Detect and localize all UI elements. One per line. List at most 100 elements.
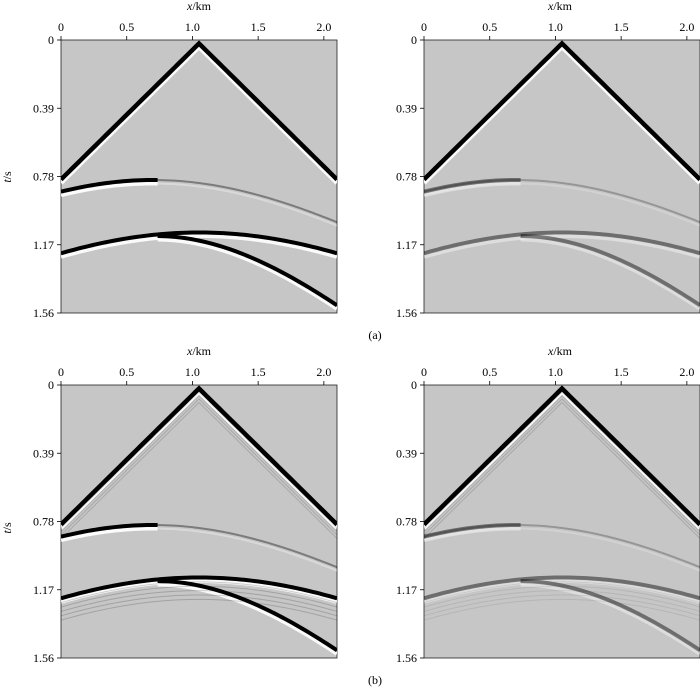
ringing-line (424, 590, 700, 612)
y-axis-title-b: t/s (0, 522, 14, 534)
y-tick-label: 1.56 (396, 651, 417, 665)
y-tick-label: 0.39 (396, 446, 417, 460)
x-tick-label: 0.5 (119, 365, 134, 379)
x-tick-label: 1.5 (614, 365, 629, 379)
reflection-1-light (424, 181, 521, 198)
ringing-line (424, 598, 700, 621)
reflection-1-dark (61, 177, 158, 194)
axes-layer: 0 0.5 1.0 1.5 2.0 0 0.39 0.78 1.17 1.56 0 0.5 1.0 1.5… (33, 20, 694, 665)
x-tick-label: 0.5 (119, 20, 134, 34)
x-tick-label: 0.5 (482, 20, 497, 34)
diffraction-light (157, 237, 337, 311)
reflection-2-light (424, 578, 700, 604)
ringing-line (61, 590, 337, 612)
ringing-line (424, 594, 700, 617)
diffraction-light (520, 582, 700, 656)
reflection-1-tail-dark (424, 178, 700, 224)
ringing-line (61, 394, 337, 532)
x-tick-label: 0 (58, 20, 64, 34)
reflection-2-dark (424, 575, 700, 601)
y-axis-title-a: t/s (0, 171, 14, 183)
panel-a-left (60, 39, 338, 314)
y-tick-label: 1.17 (33, 238, 54, 252)
direct-wave-light (61, 388, 337, 530)
ringing-line (424, 394, 700, 532)
reflection-1-tail-dark (424, 523, 700, 569)
direct-wave-light (424, 43, 700, 185)
diffraction-light (520, 237, 700, 311)
y-tick-label: 1.56 (396, 306, 417, 320)
y-tick-label: 0.78 (396, 170, 417, 184)
ringing-line (61, 581, 337, 604)
direct-wave-dark (61, 385, 337, 527)
ringing-line (61, 598, 337, 621)
x-tick-label: 1.0 (185, 365, 200, 379)
reflection-1-light (61, 526, 158, 543)
caption-b: (b) (368, 673, 382, 687)
y-tick-label: 0.78 (33, 515, 54, 529)
diffraction-dark (520, 234, 700, 308)
reflection-1-light (424, 526, 521, 543)
panel-b-left (60, 384, 338, 659)
x-tick-label: 0 (421, 365, 427, 379)
reflection-1-tail-light (61, 182, 337, 227)
diffraction-dark (520, 579, 700, 653)
direct-wave-light (61, 43, 337, 185)
ringing-line (61, 594, 337, 617)
ringing-line (424, 391, 700, 529)
y-tick-label: 1.56 (33, 651, 54, 665)
ringing-line (61, 401, 337, 539)
reflection-1-tail-dark (61, 178, 337, 224)
ringing-line (424, 401, 700, 539)
reflection-1-tail-light (61, 527, 337, 572)
x-axis-title-b-right: x/km (547, 344, 573, 358)
reflection-1-light (61, 181, 158, 198)
x-axis-title-a-right: x/km (547, 0, 573, 13)
seismic-events (61, 40, 337, 311)
panel-b-right (423, 384, 700, 659)
ringing-line (61, 585, 337, 608)
direct-wave-dark (61, 40, 337, 182)
x-tick-label: 2.0 (679, 20, 694, 34)
y-tick-label: 1.17 (396, 583, 417, 597)
ringing-line (424, 581, 700, 604)
direct-wave-light (424, 388, 700, 530)
y-tick-label: 1.17 (396, 238, 417, 252)
ringing-line (61, 398, 337, 536)
reflection-2-light (424, 233, 700, 259)
x-axis-title-a-left: x/km (186, 0, 212, 13)
x-tick-label: 1.5 (251, 20, 266, 34)
y-tick-label: 0 (48, 33, 54, 47)
ringing-line (424, 398, 700, 536)
y-tick-label: 0.39 (33, 101, 54, 115)
x-tick-label: 2.0 (316, 365, 331, 379)
ringing-line (61, 391, 337, 529)
x-axis-title-b-left: x/km (186, 344, 212, 358)
x-tick-label: 1.5 (251, 365, 266, 379)
reflection-1-dark (61, 522, 158, 539)
x-tick-label: 1.0 (548, 365, 563, 379)
x-tick-label: 0 (58, 365, 64, 379)
x-tick-label: 2.0 (679, 365, 694, 379)
x-tick-label: 0.5 (482, 365, 497, 379)
seismic-events (424, 40, 700, 311)
x-tick-label: 1.5 (614, 20, 629, 34)
y-tick-label: 0 (411, 378, 417, 392)
diffraction-dark (157, 579, 337, 653)
seismic-events (61, 385, 337, 656)
reflection-1-tail-light (424, 527, 700, 572)
reflection-2-dark (61, 230, 337, 256)
reflection-1-dark (424, 177, 521, 194)
panel-a-right (423, 39, 700, 314)
caption-a: (a) (368, 328, 381, 342)
x-tick-label: 1.0 (548, 20, 563, 34)
direct-wave-dark (424, 385, 700, 527)
reflection-2-light (61, 233, 337, 259)
reflection-2-light (61, 578, 337, 604)
y-tick-label: 1.17 (33, 583, 54, 597)
reflection-1-tail-dark (61, 523, 337, 569)
diffraction-dark (157, 234, 337, 308)
direct-wave-dark (424, 40, 700, 182)
y-tick-label: 0 (411, 33, 417, 47)
